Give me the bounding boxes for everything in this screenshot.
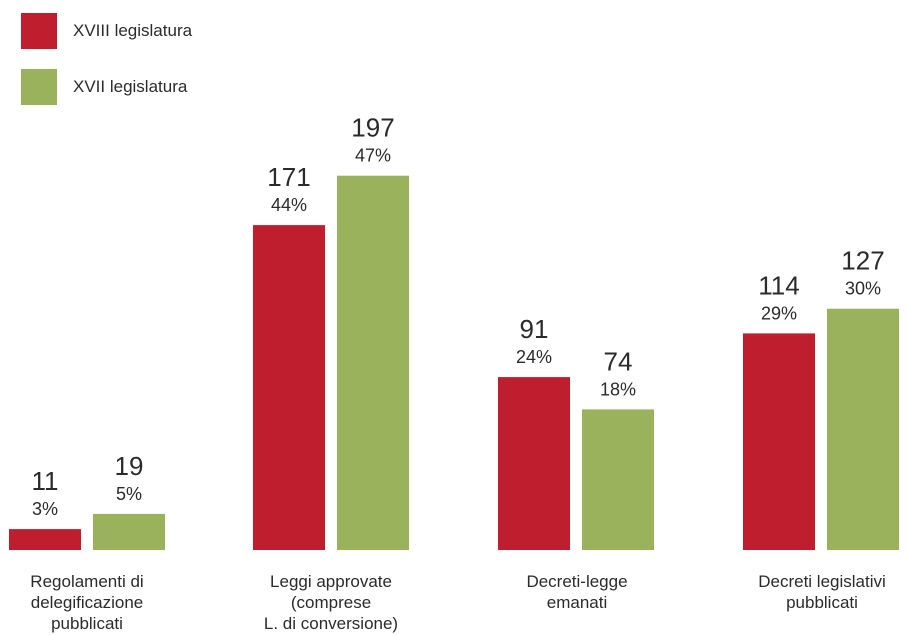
- value-label-decreti-legge-series-1: 74: [604, 346, 633, 376]
- bar-decreti-legislativi-series-0: [743, 333, 815, 550]
- percent-label-decreti-legislativi-series-1: 30%: [845, 279, 881, 299]
- percent-label-leggi-series-1: 47%: [355, 146, 391, 166]
- value-label-regolamenti-series-0: 11: [32, 466, 59, 496]
- category-label-leggi: Leggi approvate (comprese L. di conversi…: [263, 572, 399, 633]
- bar-decreti-legge-series-0: [498, 377, 570, 550]
- legend-label-xvii: XVII legislatura: [73, 77, 188, 96]
- value-label-regolamenti-series-1: 19: [115, 451, 144, 481]
- percent-label-regolamenti-series-1: 5%: [116, 484, 142, 504]
- legend-swatch-xviii: [21, 13, 57, 49]
- percent-label-decreti-legge-series-1: 18%: [600, 379, 636, 399]
- legend-swatch-xvii: [21, 69, 57, 105]
- value-label-leggi-series-1: 197: [351, 113, 394, 143]
- bar-regolamenti-series-1: [93, 513, 165, 550]
- bar-leggi-series-1: [337, 175, 409, 550]
- bar-leggi-series-0: [253, 225, 325, 550]
- percent-label-leggi-series-0: 44%: [271, 195, 307, 215]
- category-label-regolamenti: Regolamenti di delegificazione pubblicat…: [30, 572, 144, 633]
- percent-label-decreti-legislativi-series-0: 29%: [761, 303, 797, 323]
- category-label-decreti-legislativi: Decreti legislativi pubblicati: [758, 572, 886, 612]
- bar-regolamenti-series-0: [9, 529, 81, 550]
- value-label-leggi-series-0: 171: [267, 162, 310, 192]
- legend-label-xviii: XVIII legislatura: [73, 21, 193, 40]
- bar-chart: 11 3% 19 5% 171 44% 197 47% 91 24% 74 18% 114 29% 127 3…: [9, 113, 899, 550]
- bar-decreti-legge-series-1: [582, 409, 654, 550]
- bar-decreti-legislativi-series-1: [827, 308, 899, 550]
- value-label-decreti-legislativi-series-0: 114: [758, 270, 799, 300]
- percent-label-regolamenti-series-0: 3%: [32, 499, 58, 519]
- percent-label-decreti-legge-series-0: 24%: [516, 347, 552, 367]
- category-label-decreti-legge: Decreti-legge emanati: [526, 572, 628, 612]
- value-label-decreti-legislativi-series-1: 127: [841, 246, 884, 276]
- value-label-decreti-legge-series-0: 91: [520, 314, 549, 344]
